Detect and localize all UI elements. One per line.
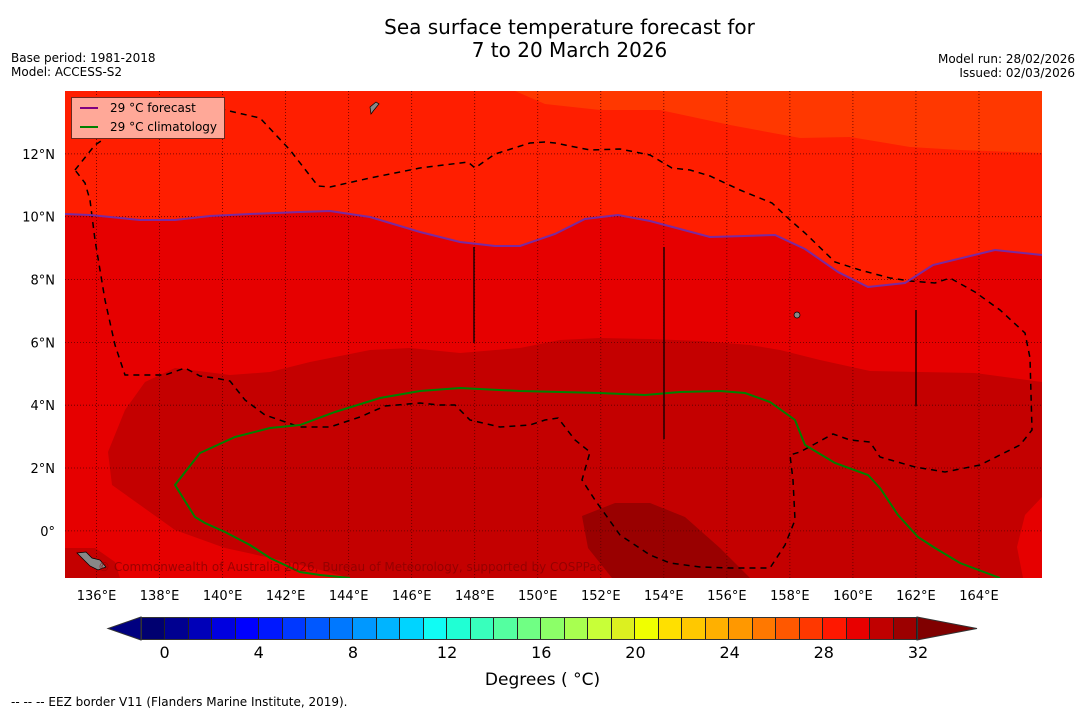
colorbar-bin bbox=[541, 618, 565, 639]
colorbar bbox=[141, 617, 918, 640]
colorbar-bin bbox=[893, 618, 917, 639]
region-27-28 bbox=[515, 91, 1042, 153]
island-solomon bbox=[76, 551, 107, 571]
lon-tick-label: 142°E bbox=[266, 589, 306, 604]
lon-tick-label: 158°E bbox=[770, 589, 810, 604]
colorbar-bin bbox=[846, 618, 871, 639]
lon-tick-label: 136°E bbox=[77, 589, 117, 604]
colorbar-bin bbox=[682, 618, 706, 639]
region-31-32 bbox=[582, 503, 750, 578]
colorbar-tick-label: 16 bbox=[531, 643, 552, 662]
colorbar-bin bbox=[470, 618, 495, 639]
colorbar-bin bbox=[353, 618, 377, 639]
colorbar-tick-label: 24 bbox=[719, 643, 740, 662]
model-run: Model run: 28/02/2026 bbox=[937, 52, 1075, 66]
lat-tick-label: 12°N bbox=[22, 148, 55, 163]
colorbar-bin bbox=[188, 618, 213, 639]
model-name: Model: ACCESS-S2 bbox=[11, 65, 123, 79]
colorbar-bin bbox=[423, 618, 448, 639]
colorbar-bin bbox=[165, 618, 189, 639]
colorbar-bin bbox=[306, 618, 330, 639]
colorbar-bin bbox=[282, 618, 307, 639]
copyright-watermark: © Commonwealth of Australia 2026, Bureau… bbox=[98, 560, 603, 574]
colorbar-bin bbox=[212, 618, 236, 639]
colorbar-bin bbox=[376, 618, 401, 639]
legend-climatology-label: 29 °C climatology bbox=[110, 120, 218, 134]
island-guam bbox=[369, 101, 380, 115]
axis-ticks: 136°E 138°E 140°E 142°E 144°E 146°E 148°E 150°E… bbox=[22, 148, 999, 604]
lat-tick-label: 10°N bbox=[22, 211, 55, 226]
colorbar-bin bbox=[235, 618, 260, 639]
title-line-1: Sea surface temperature forecast for bbox=[384, 15, 755, 39]
eez-footnote: -- -- -- EEZ border V11 (Flanders Marine… bbox=[11, 695, 348, 709]
colorbar-over-arrow bbox=[916, 616, 978, 641]
colorbar-tick-label: 0 bbox=[159, 643, 170, 662]
issued-date: Issued: 02/03/2026 bbox=[959, 66, 1075, 80]
legend-forecast: 29 °C forecast bbox=[80, 101, 196, 115]
colorbar-tick-label: 8 bbox=[347, 643, 358, 662]
lon-tick-label: 164°E bbox=[959, 589, 999, 604]
colorbar-tick-label: 20 bbox=[625, 643, 646, 662]
colorbar-bin bbox=[329, 618, 354, 639]
forecast-line-swatch bbox=[80, 107, 98, 109]
title-line-2: 7 to 20 March 2026 bbox=[471, 38, 668, 62]
colorbar-bin bbox=[564, 618, 589, 639]
colorbar-bin bbox=[517, 618, 542, 639]
lon-tick-label: 140°E bbox=[203, 589, 243, 604]
lon-tick-label: 138°E bbox=[140, 589, 180, 604]
colorbar-bin bbox=[870, 618, 894, 639]
lat-tick-label: 4°N bbox=[31, 399, 56, 414]
colorbar-bin bbox=[705, 618, 730, 639]
eez-border bbox=[74, 109, 1033, 569]
colorbar-bin bbox=[447, 618, 471, 639]
base-period: Base period: 1981-2018 bbox=[11, 51, 156, 65]
lon-tick-label: 156°E bbox=[707, 589, 747, 604]
colorbar-bin bbox=[494, 618, 518, 639]
colorbar-bin bbox=[729, 618, 753, 639]
lat-tick-label: 8°N bbox=[31, 274, 56, 289]
colorbar-bin bbox=[799, 618, 824, 639]
lon-tick-label: 154°E bbox=[644, 589, 684, 604]
colorbar-bin bbox=[400, 618, 424, 639]
lon-tick-label: 152°E bbox=[581, 589, 621, 604]
colorbar-under-arrow bbox=[106, 616, 142, 641]
colorbar-bin bbox=[776, 618, 800, 639]
island bbox=[793, 311, 801, 319]
legend-forecast-label: 29 °C forecast bbox=[110, 101, 196, 115]
forecast-29c-contour bbox=[65, 209, 1042, 289]
legend-climatology: 29 °C climatology bbox=[80, 120, 217, 134]
lon-tick-label: 160°E bbox=[833, 589, 873, 604]
climatology-29c-contour bbox=[173, 386, 1001, 578]
colorbar-bin bbox=[635, 618, 659, 639]
climatology-line-swatch bbox=[80, 126, 98, 128]
map-legend: 29 °C forecast 29 °C climatology bbox=[71, 97, 225, 139]
lon-tick-label: 162°E bbox=[896, 589, 936, 604]
colorbar-tick-label: 32 bbox=[907, 643, 929, 662]
colorbar-bin bbox=[588, 618, 612, 639]
colorbar-tick-label: 12 bbox=[436, 643, 458, 662]
graticule bbox=[65, 91, 1042, 578]
lat-tick-label: 6°N bbox=[31, 336, 56, 351]
colorbar-label: Degrees ( °C) bbox=[484, 670, 601, 690]
lat-tick-label: 2°N bbox=[31, 462, 56, 477]
colorbar-bin bbox=[658, 618, 683, 639]
colorbar-tick-label: 28 bbox=[813, 643, 834, 662]
lon-tick-label: 144°E bbox=[329, 589, 369, 604]
lon-tick-label: 146°E bbox=[392, 589, 432, 604]
lon-tick-label: 148°E bbox=[455, 589, 495, 604]
region-30-31 bbox=[108, 338, 1042, 578]
lon-tick-label: 150°E bbox=[518, 589, 558, 604]
colorbar-bin bbox=[142, 618, 166, 639]
colorbar-tick-label: 4 bbox=[253, 643, 264, 662]
colorbar-bin bbox=[752, 618, 777, 639]
colorbar-bin bbox=[259, 618, 283, 639]
colorbar-bin bbox=[611, 618, 636, 639]
lat-tick-label: 0° bbox=[40, 525, 55, 540]
colorbar-bin bbox=[823, 618, 847, 639]
